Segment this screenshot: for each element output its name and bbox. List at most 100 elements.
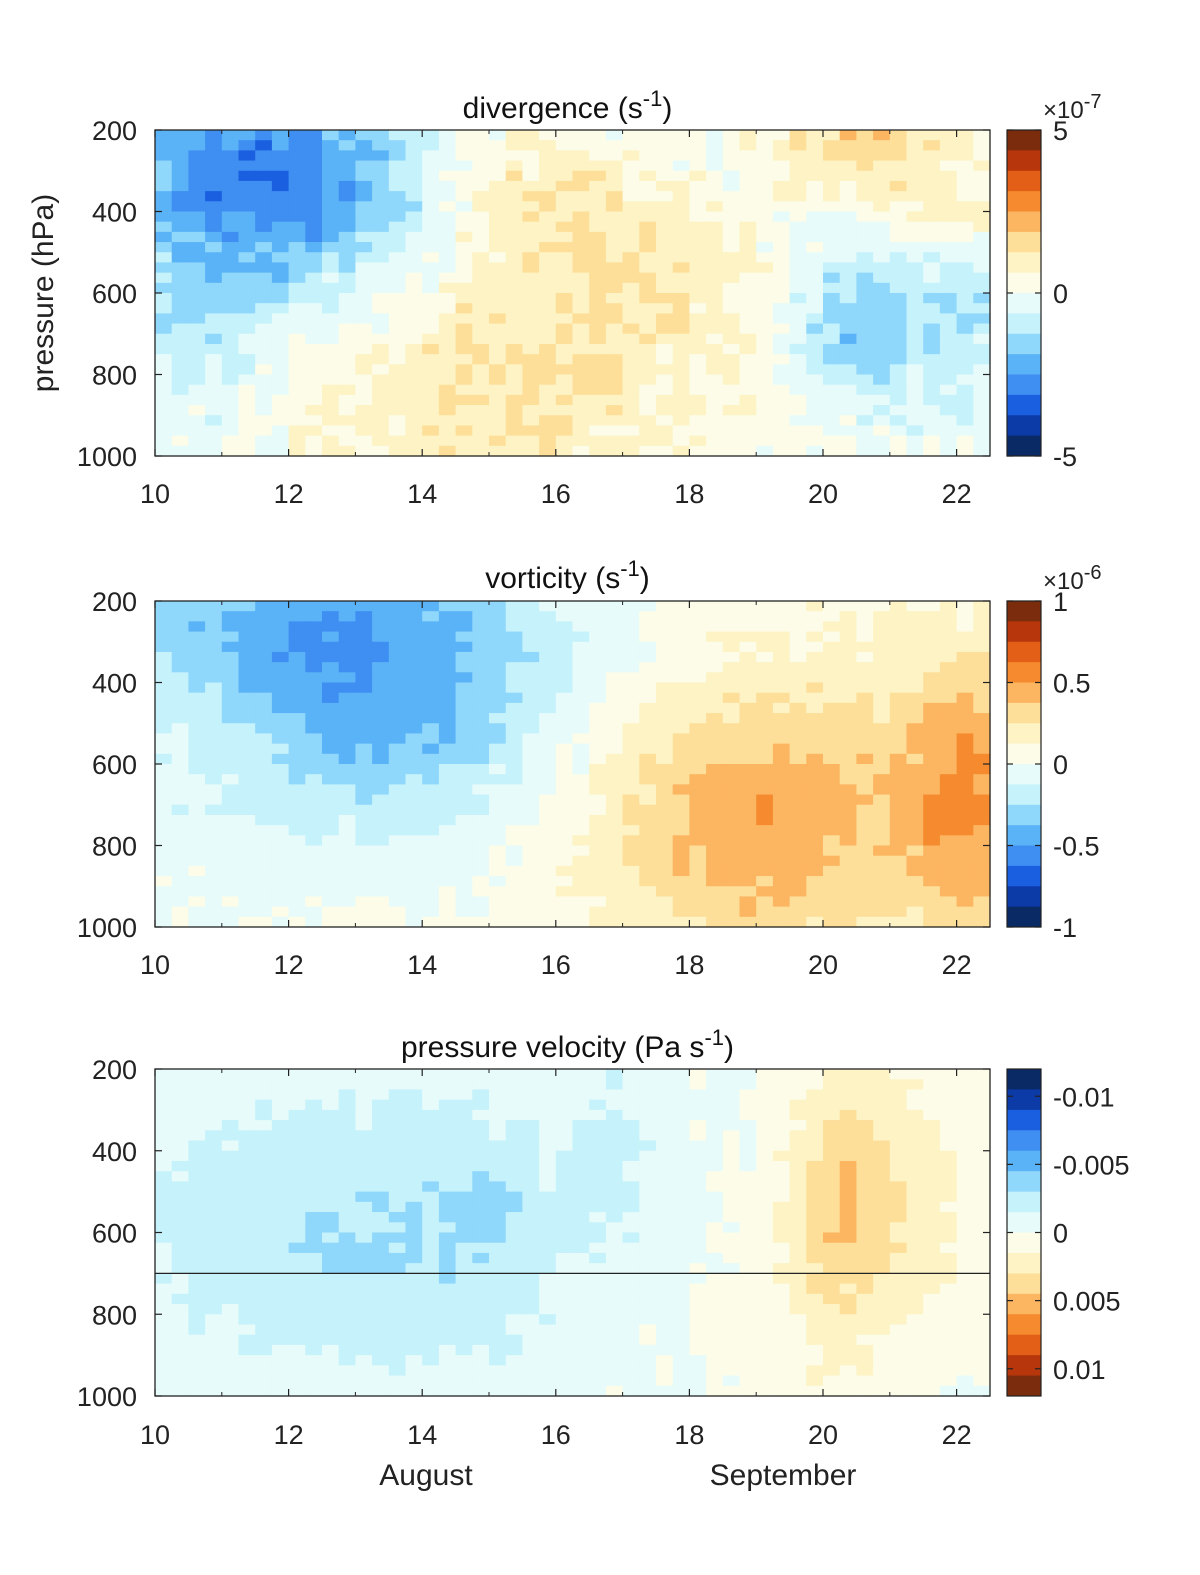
heatmap-cell bbox=[288, 835, 306, 847]
heatmap-cell bbox=[555, 272, 574, 284]
heatmap-cell bbox=[589, 435, 607, 447]
heatmap-cell bbox=[522, 1385, 540, 1397]
heatmap-cell bbox=[288, 733, 306, 745]
colorbar-segment bbox=[1007, 825, 1041, 847]
heatmap-cell bbox=[288, 611, 306, 622]
heatmap-cell bbox=[589, 130, 607, 141]
heatmap-cell bbox=[505, 1171, 523, 1183]
heatmap-cell bbox=[889, 201, 908, 213]
heatmap-cell bbox=[889, 1355, 908, 1366]
heatmap-cell bbox=[622, 855, 640, 867]
heatmap-cell bbox=[205, 814, 223, 826]
heatmap-cell bbox=[973, 313, 991, 325]
heatmap-cell bbox=[789, 252, 807, 264]
heatmap-cell bbox=[823, 1222, 841, 1234]
heatmap-cell bbox=[238, 170, 256, 182]
heatmap-cell bbox=[973, 1160, 991, 1172]
heatmap-cell bbox=[956, 313, 974, 325]
heatmap-cell bbox=[672, 1212, 690, 1223]
heatmap-cell bbox=[639, 405, 657, 416]
heatmap-cell bbox=[806, 1365, 824, 1377]
heatmap-cell bbox=[155, 876, 173, 887]
heatmap-cell bbox=[589, 262, 607, 274]
heatmap-cell bbox=[255, 252, 273, 264]
heatmap-cell bbox=[271, 641, 290, 653]
heatmap-cell bbox=[823, 1324, 841, 1336]
heatmap-cell bbox=[589, 343, 607, 355]
heatmap-cell bbox=[221, 262, 240, 274]
heatmap-cell bbox=[472, 723, 490, 735]
heatmap-cell bbox=[338, 651, 356, 663]
heatmap-cell bbox=[672, 1334, 690, 1346]
heatmap-cell bbox=[906, 855, 924, 867]
heatmap-cell bbox=[589, 282, 607, 294]
heatmap-cell bbox=[689, 191, 707, 202]
heatmap-cell bbox=[672, 713, 690, 724]
heatmap-cell bbox=[689, 1130, 707, 1142]
heatmap-cell bbox=[739, 1201, 757, 1213]
heatmap-cell bbox=[589, 621, 607, 633]
heatmap-cell bbox=[238, 743, 256, 755]
heatmap-cell bbox=[572, 1160, 590, 1172]
heatmap-cell bbox=[689, 743, 707, 755]
heatmap-cell bbox=[438, 221, 457, 233]
heatmap-cell bbox=[856, 1130, 874, 1142]
heatmap-cell bbox=[188, 1171, 206, 1183]
heatmap-cell bbox=[188, 896, 206, 908]
heatmap-cell bbox=[772, 313, 791, 325]
heatmap-cell bbox=[889, 1212, 908, 1223]
heatmap-cell bbox=[522, 1109, 540, 1121]
heatmap-cell bbox=[973, 201, 991, 213]
heatmap-cell bbox=[288, 855, 306, 867]
heatmap-cell bbox=[973, 242, 991, 253]
heatmap-cell bbox=[622, 814, 640, 826]
heatmap-cell bbox=[288, 1150, 306, 1162]
heatmap-cell bbox=[672, 364, 690, 376]
heatmap-cell bbox=[322, 343, 340, 355]
heatmap-cell bbox=[221, 865, 240, 877]
heatmap-cell bbox=[489, 303, 507, 314]
heatmap-cell bbox=[906, 231, 924, 243]
heatmap-cell bbox=[956, 713, 974, 724]
heatmap-cell bbox=[605, 1355, 624, 1366]
heatmap-cell bbox=[555, 405, 574, 416]
heatmap-cell bbox=[672, 1263, 690, 1274]
heatmap-cell bbox=[188, 1130, 206, 1142]
heatmap-cell bbox=[956, 1191, 974, 1203]
heatmap-cell bbox=[472, 242, 490, 253]
heatmap-cell bbox=[823, 855, 841, 867]
heatmap-cell bbox=[489, 753, 507, 765]
heatmap-cell bbox=[288, 160, 306, 172]
heatmap-cell bbox=[238, 1099, 256, 1111]
heatmap-cell bbox=[238, 1304, 256, 1315]
heatmap-cell bbox=[589, 845, 607, 857]
heatmap-cell bbox=[205, 435, 223, 447]
heatmap-cell bbox=[789, 191, 807, 202]
heatmap-cell bbox=[372, 394, 390, 406]
heatmap-cell bbox=[873, 1130, 891, 1142]
heatmap-cell bbox=[756, 130, 774, 141]
heatmap-cell bbox=[639, 1375, 657, 1387]
heatmap-cell bbox=[722, 150, 741, 162]
heatmap-cell bbox=[789, 1109, 807, 1121]
heatmap-cell bbox=[756, 140, 774, 151]
heatmap-cell bbox=[388, 1140, 407, 1152]
heatmap-cell bbox=[455, 743, 473, 755]
heatmap-cell bbox=[455, 1089, 473, 1101]
heatmap-cell bbox=[372, 1242, 390, 1254]
heatmap-cell bbox=[505, 201, 523, 213]
heatmap-cell bbox=[873, 1232, 891, 1244]
heatmap-cell bbox=[255, 916, 273, 928]
heatmap-cell bbox=[171, 743, 189, 755]
heatmap-cell bbox=[856, 1109, 874, 1121]
heatmap-cell bbox=[472, 211, 490, 223]
heatmap-cell bbox=[789, 1191, 807, 1203]
heatmap-cell bbox=[622, 282, 640, 294]
heatmap-cell bbox=[522, 896, 540, 908]
heatmap-cell bbox=[305, 1385, 323, 1397]
heatmap-cell bbox=[455, 272, 473, 284]
heatmap-cell bbox=[489, 170, 507, 182]
heatmap-cell bbox=[271, 1201, 290, 1213]
heatmap-cell bbox=[455, 631, 473, 643]
heatmap-cell bbox=[873, 303, 891, 314]
